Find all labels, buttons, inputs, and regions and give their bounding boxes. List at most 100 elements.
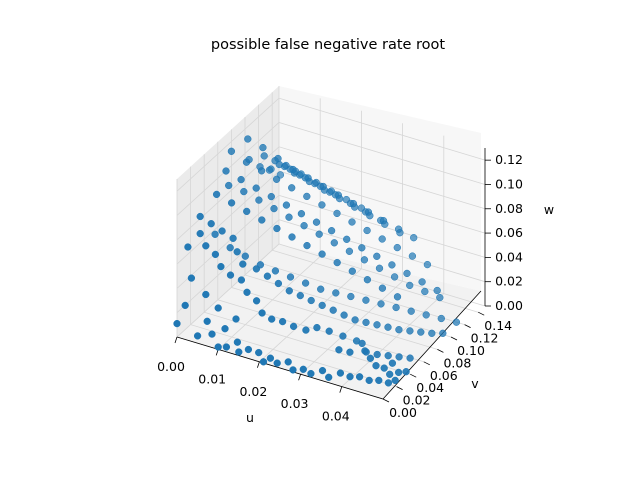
data-point-77 [377,300,385,308]
data-point-191 [325,373,333,381]
x-axis-label: u [246,410,254,425]
data-point-137 [373,350,381,359]
data-point-69 [439,329,447,337]
data-point-196 [187,274,196,282]
data-point-133 [384,352,392,360]
data-point-192 [221,325,229,333]
data-point-103 [348,267,356,275]
data-point-97 [297,210,306,218]
data-point-132 [211,230,219,238]
data-point-35 [349,199,358,208]
data-point-152 [380,364,388,372]
data-point-146 [263,272,272,280]
z-tick-label-3: 0.06 [495,225,523,240]
data-point-118 [340,311,348,319]
data-point-17 [394,225,403,233]
data-point-149 [229,234,237,242]
data-point-78 [244,135,252,143]
x-tick-label-3: 0.03 [281,396,309,411]
data-point-90 [242,158,251,166]
x-tick-label-1: 0.01 [198,371,226,386]
data-point-75 [428,329,436,337]
data-point-193 [233,338,242,346]
data-point-180 [346,373,354,381]
x-tick-4 [339,386,343,393]
data-point-96 [227,147,236,155]
data-point-186 [318,366,327,375]
data-point-23 [379,217,388,225]
z-gridline-6 [176,97,486,192]
data-point-81 [417,328,425,336]
data-point-110 [225,181,233,190]
y-tick-label-3: 0.06 [430,368,458,383]
data-point-135 [296,291,304,300]
data-point-117 [303,241,311,250]
x-axis-line [176,336,384,400]
data-point-130 [307,296,315,305]
z-tick-label-6: 0.12 [495,152,523,167]
data-point-128 [395,353,403,361]
data-point-175 [355,373,364,381]
data-point-187 [202,290,210,299]
data-point-99 [384,323,392,331]
data-point-61 [318,201,326,209]
data-point-184 [336,369,345,377]
data-point-143 [274,279,283,288]
data-point-51 [375,264,384,272]
data-point-32 [421,287,429,296]
data-point-98 [363,276,372,284]
data-point-30 [393,243,401,252]
data-point-198 [307,369,315,378]
data-point-109 [362,318,370,327]
data-point-126 [318,301,326,310]
data-point-121 [288,233,296,241]
z-tick-label-0: 0.00 [495,298,523,313]
data-point-82 [300,222,308,230]
data-point-179 [268,315,276,323]
floor-pane [177,244,481,399]
data-point-208 [235,348,243,356]
data-point-150 [361,347,369,355]
x-tick-label-4: 0.04 [322,409,350,424]
y-tick-6 [464,324,471,328]
data-point-129 [258,216,266,224]
data-point-95 [332,289,340,297]
data-point-207 [222,343,231,351]
x-tick-0 [174,336,178,344]
data-point-57 [360,256,369,264]
data-point-42 [433,286,441,295]
data-point-107 [267,192,275,201]
data-point-166 [335,346,343,354]
data-point-209 [259,358,268,366]
data-point-41 [363,226,371,235]
data-point-155 [366,354,375,362]
data-point-124 [406,354,414,362]
data-point-87 [406,327,414,335]
data-point-172 [365,376,373,385]
y-tick-label-1: 0.02 [403,393,431,408]
data-point-151 [252,265,261,273]
data-point-73 [288,184,296,192]
z-gridline-0 [176,243,486,338]
data-point-197 [208,330,216,338]
data-point-138 [227,199,236,207]
y-tick-3 [423,361,430,366]
data-point-194 [266,354,275,362]
data-point-71 [392,303,400,312]
data-point-190 [255,348,263,357]
data-point-111 [286,273,295,281]
data-point-55 [333,209,341,218]
data-point-176 [202,242,210,250]
tick-labels: 0.000.010.020.030.04 0.000.020.040.060.08… [157,152,523,423]
data-point-89 [347,292,355,301]
data-point-136 [358,339,366,348]
data-point-164 [196,212,204,221]
data-point-72 [259,143,267,152]
axis-panes [177,86,481,399]
z-gridline-1 [176,219,486,313]
data-point-158 [207,220,215,228]
data-point-144 [402,368,410,376]
z-tick-label-5: 0.10 [495,176,523,191]
y-tick-label-5: 0.10 [457,343,485,358]
